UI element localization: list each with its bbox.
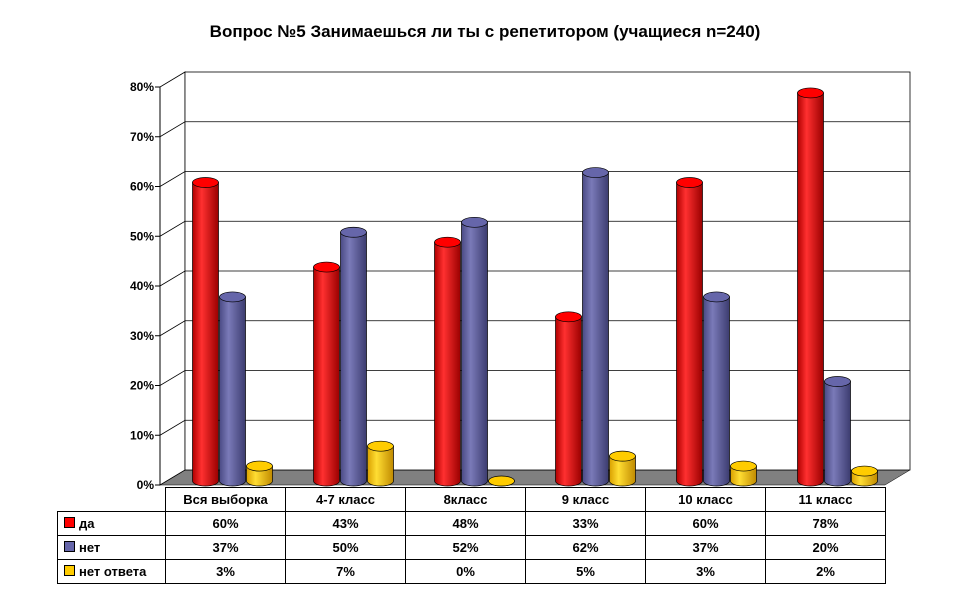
y-tick-label: 50% xyxy=(130,229,154,243)
data-label: 0% xyxy=(405,559,526,584)
y-tick-label: 30% xyxy=(130,329,154,343)
y-tick-label: 20% xyxy=(130,379,154,393)
bar xyxy=(434,236,461,487)
table-row: нет ответа 3% 7% 0% 5% 3% 2% xyxy=(57,559,886,584)
category-label: 8класс xyxy=(405,487,526,512)
table-row: нет 37% 50% 52% 62% 37% 20% xyxy=(57,535,886,560)
legend-swatch xyxy=(64,565,75,576)
data-label: 37% xyxy=(645,535,766,560)
legend-entry: нет ответа xyxy=(57,559,166,584)
y-tick-label: 0% xyxy=(137,478,155,492)
data-label: 33% xyxy=(525,511,646,536)
bar xyxy=(703,291,730,487)
data-label: 2% xyxy=(765,559,886,584)
legend-label: нет ответа xyxy=(79,564,147,579)
data-label: 60% xyxy=(645,511,766,536)
bar xyxy=(367,440,394,487)
legend-label: да xyxy=(79,516,95,531)
table-header-row: Вся выборка 4-7 класс 8класс 9 класс 10 … xyxy=(58,487,886,512)
category-label: 9 класс xyxy=(525,487,646,512)
gridline xyxy=(159,121,910,138)
bar xyxy=(676,177,703,487)
gridline xyxy=(159,270,910,287)
gridline xyxy=(159,171,910,187)
bar xyxy=(824,376,851,487)
bar xyxy=(582,167,609,487)
category-label: Вся выборка xyxy=(165,487,286,512)
y-tick-label: 40% xyxy=(130,279,154,293)
data-label: 7% xyxy=(285,559,406,584)
bar xyxy=(461,216,488,487)
gridline xyxy=(159,220,910,237)
legend-swatch xyxy=(64,541,75,552)
legend-entry: нет xyxy=(57,535,166,560)
data-label: 37% xyxy=(165,535,286,560)
table-corner xyxy=(58,488,166,512)
data-label: 60% xyxy=(165,511,286,536)
bar xyxy=(192,177,219,487)
bar xyxy=(488,475,515,487)
data-label: 43% xyxy=(285,511,406,536)
data-label: 78% xyxy=(765,511,886,536)
bar xyxy=(340,226,367,487)
legend-entry: да xyxy=(57,511,166,536)
data-label: 5% xyxy=(525,559,646,584)
gridlines xyxy=(159,121,910,436)
chart-title: Вопрос №5 Занимаешься ли ты с репетиторо… xyxy=(209,22,761,41)
bar xyxy=(555,311,582,487)
data-label: 48% xyxy=(405,511,526,536)
bars xyxy=(192,87,878,487)
bar xyxy=(609,450,636,487)
bar xyxy=(797,87,824,487)
category-label: 4-7 класс xyxy=(285,487,406,512)
data-label: 3% xyxy=(645,559,766,584)
y-tick-label: 60% xyxy=(130,180,154,194)
legend-swatch xyxy=(64,517,75,528)
table-row: да 60% 43% 48% 33% 60% 78% xyxy=(57,511,886,536)
bar xyxy=(219,291,246,487)
bar xyxy=(730,460,757,487)
y-tick-label: 10% xyxy=(130,428,154,442)
y-tick-label: 70% xyxy=(130,130,154,144)
data-table: Вся выборка 4-7 класс 8класс 9 класс 10 … xyxy=(57,487,886,584)
category-label: 11 класс xyxy=(765,487,886,512)
data-label: 52% xyxy=(405,535,526,560)
legend-label: нет xyxy=(79,540,101,555)
bar xyxy=(246,460,273,487)
bar xyxy=(851,465,878,487)
data-label: 62% xyxy=(525,535,646,560)
gridline xyxy=(159,419,910,436)
gridline xyxy=(159,370,910,386)
data-label: 50% xyxy=(285,535,406,560)
data-label: 20% xyxy=(765,535,886,560)
y-axis-ticks: 0% 10% 20% 30% 40% 50% 60% 70% 80% xyxy=(130,80,161,492)
category-label: 10 класс xyxy=(645,487,766,512)
data-label: 3% xyxy=(165,559,286,584)
bar xyxy=(313,261,340,487)
gridline xyxy=(159,320,910,337)
y-tick-label: 80% xyxy=(130,80,154,94)
